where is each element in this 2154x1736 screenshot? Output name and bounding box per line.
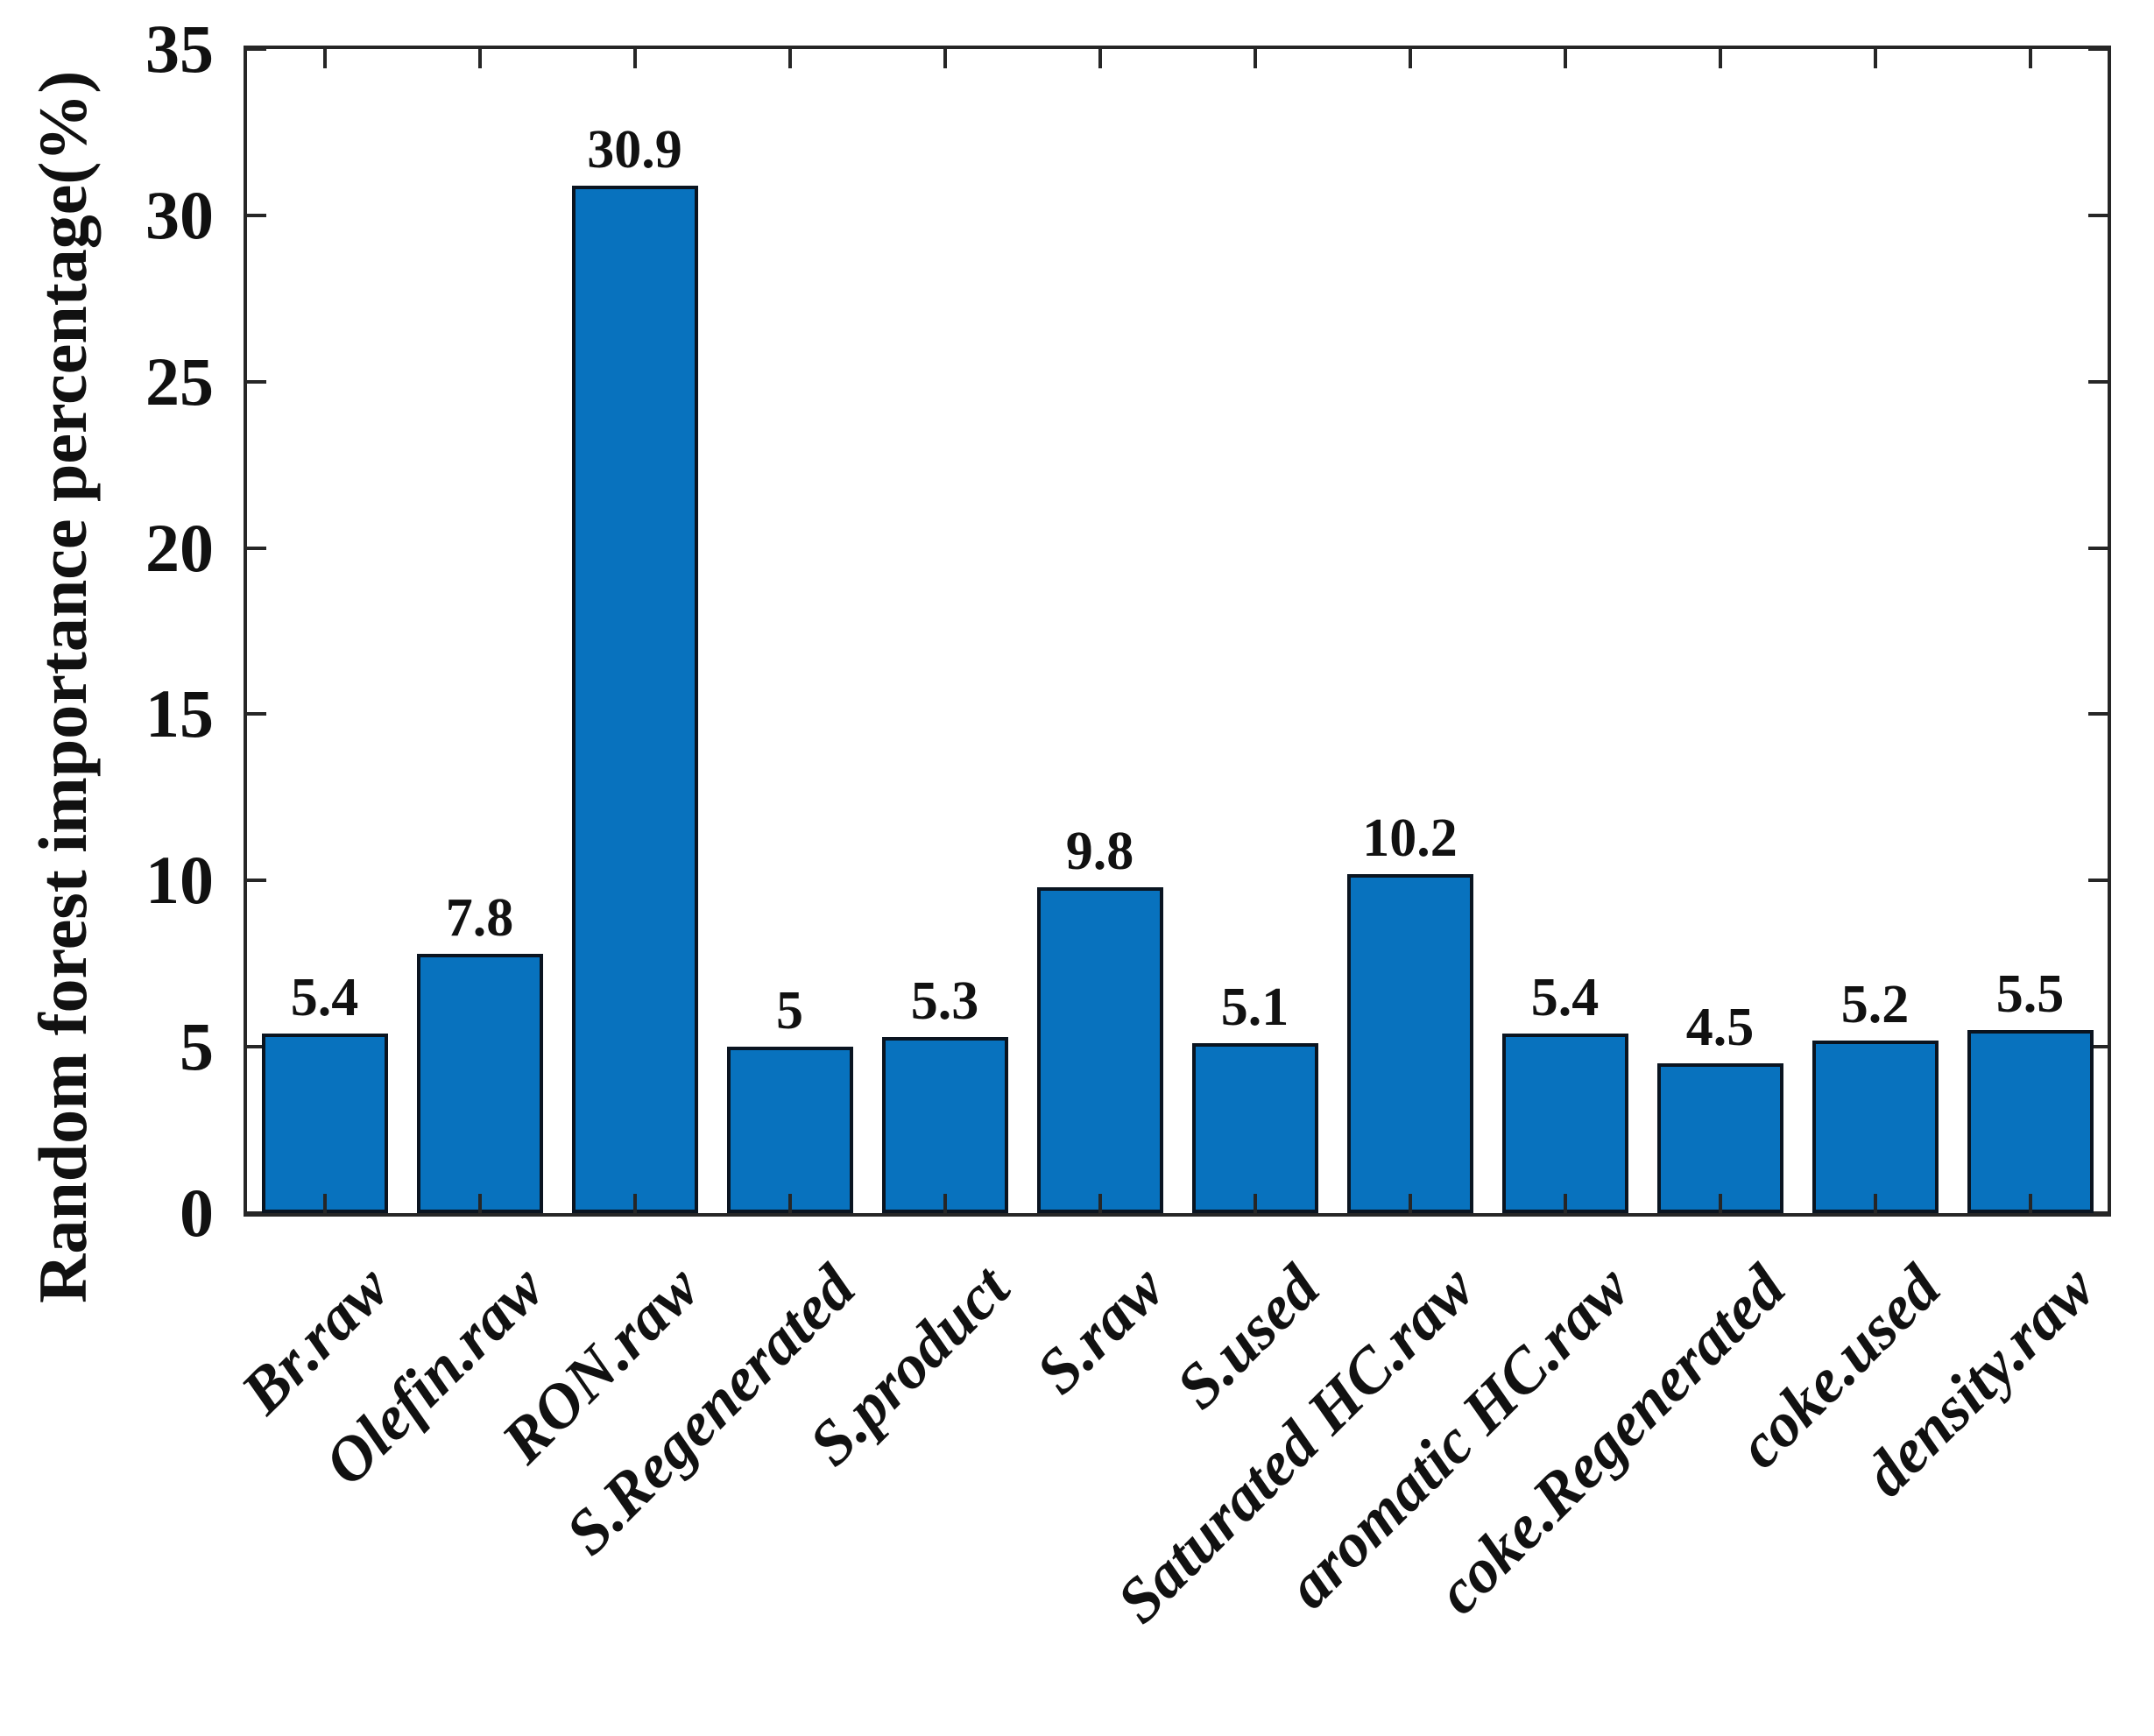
x-tick-mark-top <box>1563 49 1567 68</box>
x-tick-mark-bottom <box>477 1194 482 1213</box>
bar-Br.raw <box>261 1033 388 1213</box>
bar-value-label: 5.5 <box>1995 964 2065 1025</box>
x-tick-label: S.raw <box>1022 1252 1178 1408</box>
y-tick-label: 10 <box>145 842 214 919</box>
x-tick-mark-bottom <box>1718 1194 1722 1213</box>
bar-value-label: 5.4 <box>290 967 359 1027</box>
y-tick-mark-left <box>247 213 266 217</box>
y-tick-mark-right <box>2088 1045 2108 1049</box>
y-tick-mark-left <box>247 47 266 51</box>
x-tick-mark-top <box>632 49 637 68</box>
plot-area: 0 5 10 15 20 25 30 35 5.4 Br.raw 7.8 Olefin.raw 30.9… <box>145 14 2111 1636</box>
x-tick-mark-bottom <box>322 1194 327 1213</box>
bar-S.raw <box>1036 886 1163 1213</box>
y-tick-mark-right <box>2088 546 2108 550</box>
bar-value-label: 5.4 <box>1530 967 1600 1027</box>
x-tick-mark-bottom <box>787 1194 792 1213</box>
y-tick-label: 0 <box>180 1175 214 1251</box>
y-tick-mark-left <box>247 379 266 384</box>
bar-value-label: 7.8 <box>445 887 514 948</box>
y-tick-mark-right <box>2088 47 2108 51</box>
x-tick-mark-bottom <box>1873 1194 1877 1213</box>
x-tick-mark-top <box>1873 49 1877 68</box>
y-tick-label: 15 <box>145 675 214 752</box>
y-tick-label: 20 <box>145 509 214 586</box>
y-tick-mark-left <box>247 546 266 550</box>
bar-value-label: 5 <box>776 981 803 1041</box>
y-tick-mark-left <box>247 879 266 883</box>
y-tick-label: 35 <box>145 11 214 87</box>
bar-S.used <box>1191 1043 1318 1213</box>
bar-S.product <box>881 1036 1008 1213</box>
x-tick-mark-bottom <box>2028 1194 2032 1213</box>
x-tick-mark-top <box>322 49 327 68</box>
y-tick-mark-right <box>2088 213 2108 217</box>
y-tick-mark-left <box>247 1045 266 1049</box>
x-tick-mark-bottom <box>1563 1194 1567 1213</box>
x-tick-mark-top <box>1098 49 1102 68</box>
y-tick-label: 30 <box>145 176 214 253</box>
y-tick-mark-right <box>2088 879 2108 883</box>
bar-value-label: 30.9 <box>587 119 682 180</box>
bar-aromatic HC.raw <box>1501 1033 1628 1213</box>
bar-value-label: 9.8 <box>1065 821 1134 881</box>
x-tick-mark-top <box>787 49 792 68</box>
bar-value-label: 5.2 <box>1840 974 1910 1034</box>
bar-density.raw <box>1967 1030 2094 1213</box>
x-tick-mark-bottom <box>943 1194 947 1213</box>
bar-coke.Regenerated <box>1656 1063 1783 1213</box>
x-tick-mark-bottom <box>1098 1194 1102 1213</box>
y-tick-mark-right <box>2088 379 2108 384</box>
y-tick-label: 25 <box>145 342 214 420</box>
x-tick-mark-bottom <box>1253 1194 1257 1213</box>
bar-coke.used <box>1811 1040 1939 1213</box>
bar-Olefin.raw <box>416 953 543 1213</box>
bar-Saturated HC.raw <box>1346 873 1473 1213</box>
y-tick-mark-right <box>2088 1211 2108 1215</box>
x-tick-mark-top <box>2028 49 2032 68</box>
x-tick-mark-bottom <box>632 1194 637 1213</box>
y-tick-mark-right <box>2088 712 2108 716</box>
y-tick-mark-left <box>247 1211 266 1215</box>
x-tick-mark-top <box>477 49 482 68</box>
bar-value-label: 10.2 <box>1362 808 1458 868</box>
x-tick-mark-top <box>943 49 947 68</box>
bar-S.Regenerated <box>726 1047 853 1213</box>
x-tick-mark-bottom <box>1408 1194 1412 1213</box>
x-tick-mark-top <box>1718 49 1722 68</box>
y-tick-mark-left <box>247 712 266 716</box>
x-tick-mark-top <box>1253 49 1257 68</box>
x-tick-mark-top <box>1408 49 1412 68</box>
bar-value-label: 5.3 <box>910 970 979 1031</box>
bar-value-label: 5.1 <box>1220 977 1289 1038</box>
bar-value-label: 4.5 <box>1685 998 1755 1058</box>
y-tick-label: 5 <box>180 1008 214 1085</box>
bar-RON.raw <box>571 185 698 1213</box>
